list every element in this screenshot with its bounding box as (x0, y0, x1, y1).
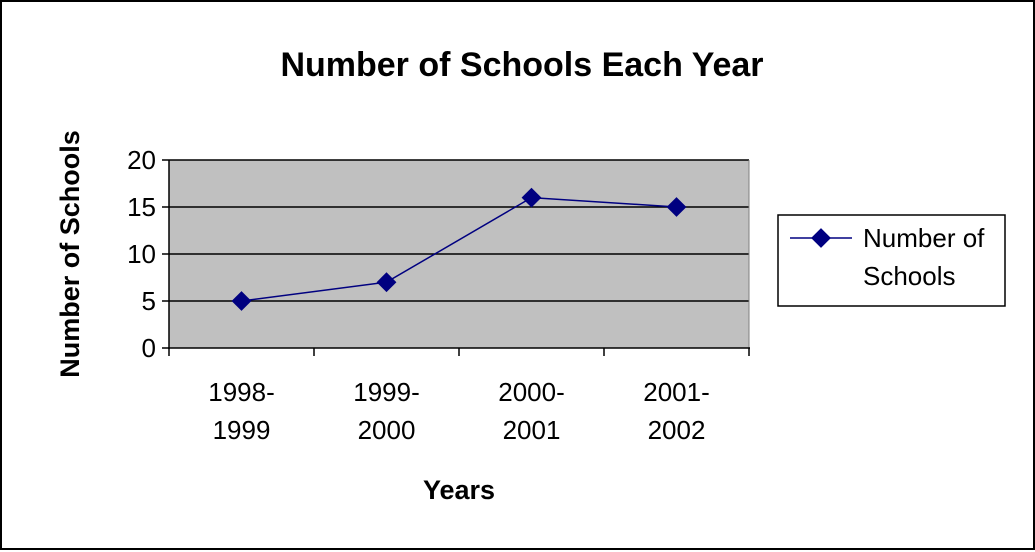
axes (162, 159, 750, 356)
data-point-0 (231, 291, 252, 311)
x-axis-title: Years (423, 475, 495, 505)
data-point-1 (376, 272, 397, 293)
legend-label-line-2: Schools (863, 261, 956, 291)
x-tick-label-3: 2001-2002 (643, 377, 710, 445)
y-tick-label-0: 0 (142, 333, 156, 363)
legend-label-line-1: Number of (863, 223, 985, 253)
y-tick-label-20: 20 (127, 145, 156, 175)
y-tick-label-10: 10 (127, 239, 156, 269)
series-line-0 (241, 196, 677, 302)
y-tick-labels: 0 5 10 15 20 (127, 145, 156, 363)
x-tick-label-1: 1999-2000 (353, 377, 420, 445)
y-tick-label-15: 15 (127, 192, 156, 222)
y-axis-title: Number of Schools (55, 130, 85, 378)
gridlines (169, 159, 750, 348)
x-tick-label-2: 2000-2001 (498, 377, 565, 445)
x-tick-label-0: 1998-1999 (208, 377, 275, 445)
x-tick-labels: 1998-1999 1999-2000 2000-2001 2001-2002 (208, 377, 710, 445)
series-number-of-schools (231, 187, 687, 311)
chart-title: Number of Schools Each Year (280, 46, 763, 84)
legend-box (777, 214, 1006, 307)
y-tick-label-5: 5 (142, 286, 156, 316)
legend: Number of Schools (777, 214, 1006, 307)
